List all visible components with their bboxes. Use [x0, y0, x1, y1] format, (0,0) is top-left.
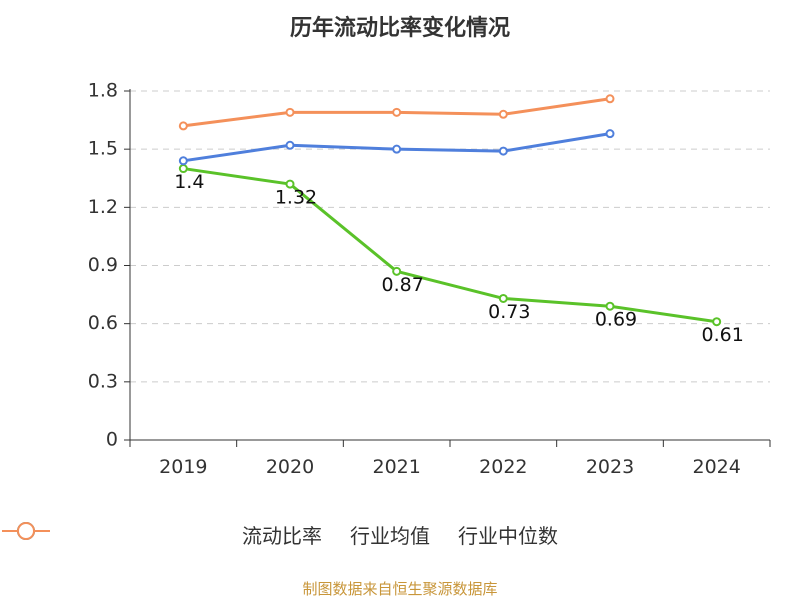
- series-2-point[interactable]: [178, 121, 188, 131]
- x-tick-label: 2023: [586, 456, 634, 478]
- y-tick-label: 1.5: [88, 138, 118, 160]
- data-label: 0.87: [382, 274, 424, 296]
- data-label: 0.73: [488, 301, 530, 323]
- x-tick-label: 2019: [159, 456, 207, 478]
- series-1-point[interactable]: [498, 146, 508, 156]
- legend-item-industry-mean[interactable]: 行业均值: [2, 520, 430, 549]
- y-tick-label: 1.2: [88, 196, 118, 218]
- x-tick-labels: 2019 2020 2021 2022 2023 2024: [159, 456, 741, 478]
- legend-swatch-industry-median-icon: [2, 522, 50, 540]
- y-tick-labels: 0 0.3 0.6 0.9 1.2 1.5 1.8: [88, 80, 118, 451]
- series-points: [178, 94, 722, 327]
- y-tick-label: 1.8: [88, 80, 118, 102]
- legend: 流动比率 行业均值 行业中位数: [0, 520, 800, 549]
- legend-label-industry-mean: 行业均值: [350, 524, 430, 548]
- data-label: 1.4: [174, 171, 204, 193]
- legend-label-industry-median: 行业中位数: [458, 524, 558, 548]
- grid-lines: [124, 90, 770, 441]
- x-tick-label: 2024: [692, 456, 740, 478]
- series-lines: [183, 97, 717, 324]
- legend-item-industry-median[interactable]: 行业中位数: [2, 520, 558, 549]
- series-2-point[interactable]: [392, 107, 402, 117]
- series-1-point[interactable]: [285, 140, 295, 150]
- series-0-point[interactable]: [605, 301, 615, 311]
- series-1-point[interactable]: [178, 156, 188, 166]
- series-2-point[interactable]: [498, 109, 508, 119]
- source-note: 制图数据来自恒生聚源数据库: [302, 580, 498, 598]
- x-tick-label: 2020: [266, 456, 314, 478]
- x-tick-label: 2021: [372, 456, 420, 478]
- series-0-point[interactable]: [712, 317, 722, 327]
- data-label: 0.69: [595, 309, 637, 331]
- series-2-point[interactable]: [285, 107, 295, 117]
- data-labels: 1.4 1.32 0.87 0.73 0.69 0.61: [174, 171, 744, 346]
- series-1-point[interactable]: [392, 144, 402, 154]
- y-tick-label: 0.6: [88, 312, 118, 334]
- data-label: 0.61: [702, 324, 744, 346]
- legend-item-current-ratio[interactable]: 流动比率: [2, 520, 322, 549]
- series-0-point[interactable]: [285, 179, 295, 189]
- series-1-point[interactable]: [605, 129, 615, 139]
- axes: [129, 89, 771, 447]
- series-0-point[interactable]: [392, 266, 402, 276]
- y-tick-label: 0.9: [88, 254, 118, 276]
- legend-label-current-ratio: 流动比率: [242, 524, 322, 548]
- series-2-point[interactable]: [605, 94, 615, 104]
- y-tick-label: 0.3: [88, 370, 118, 392]
- series-0-point[interactable]: [498, 293, 508, 303]
- x-tick-label: 2022: [479, 456, 527, 478]
- data-label: 1.32: [275, 187, 317, 209]
- y-tick-label: 0: [106, 429, 118, 451]
- chart-title: 历年流动比率变化情况: [289, 16, 510, 41]
- series-line-0: [183, 167, 717, 324]
